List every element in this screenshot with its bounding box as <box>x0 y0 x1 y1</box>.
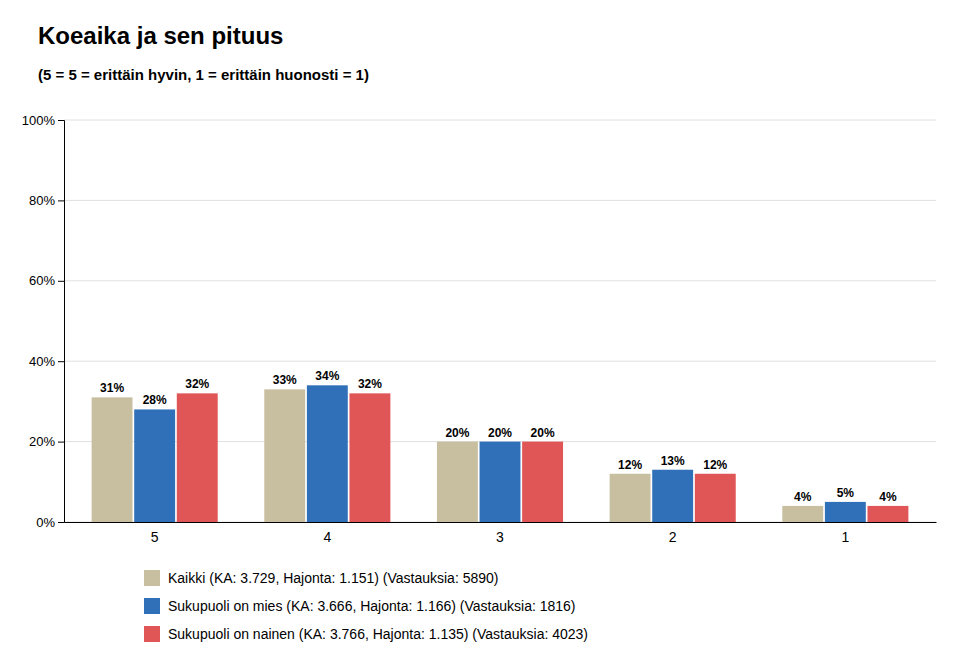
data-label: 33% <box>273 373 297 387</box>
bar <box>867 506 908 522</box>
y-tick: 60% <box>29 273 64 288</box>
y-tick: 80% <box>29 193 64 208</box>
x-axis-line <box>65 522 937 523</box>
bar <box>307 385 348 522</box>
legend-swatch <box>144 598 160 614</box>
x-tick: 2 <box>669 529 677 545</box>
data-label: 4% <box>879 490 897 504</box>
y-tick-mark <box>58 361 64 362</box>
y-tick-mark <box>58 120 64 121</box>
y-tick-label: 20% <box>29 434 55 449</box>
series <box>134 385 866 522</box>
y-tick-mark <box>58 522 64 523</box>
y-tick: 20% <box>29 434 64 449</box>
x-tick: 5 <box>151 529 159 545</box>
bar <box>264 389 305 522</box>
series <box>92 389 824 522</box>
x-tick-label: 1 <box>841 529 849 545</box>
legend-label: Sukupuoli on nainen (KA: 3.766, Hajonta:… <box>168 626 588 642</box>
x-tick-label: 4 <box>323 529 331 545</box>
y-tick-label: 40% <box>29 354 55 369</box>
data-label: 5% <box>837 486 855 500</box>
x-tick: 3 <box>496 529 504 545</box>
grid-line <box>64 280 936 281</box>
bar <box>652 470 693 522</box>
grid <box>64 120 936 522</box>
x-tick: 4 <box>323 529 331 545</box>
y-tick-mark <box>58 281 64 282</box>
bar <box>92 397 133 522</box>
data-label: 28% <box>143 393 167 407</box>
data-label: 32% <box>358 377 382 391</box>
y-tick: 40% <box>29 354 64 369</box>
data-label: 20% <box>531 426 555 440</box>
bar <box>177 393 218 522</box>
data-label: 32% <box>185 377 209 391</box>
grid-line <box>64 120 936 121</box>
legend: Kaikki (KA: 3.729, Hajonta: 1.151) (Vast… <box>144 570 588 642</box>
legend-swatch <box>144 626 160 642</box>
y-tick-mark <box>58 442 64 443</box>
bar <box>610 474 651 522</box>
bar <box>782 506 823 522</box>
series <box>177 393 909 522</box>
x-tick-label: 2 <box>669 529 677 545</box>
bar <box>825 502 866 522</box>
chart: Koeaika ja sen pituus (5 = 5 = erittäin h… <box>0 0 960 666</box>
subtitle: (5 = 5 = erittäin hyvin, 1 = erittäin hu… <box>38 66 369 83</box>
title: Koeaika ja sen pituus <box>38 22 283 49</box>
bar <box>437 442 478 522</box>
x-tick: 1 <box>841 529 849 545</box>
legend-swatch <box>144 570 160 586</box>
legend-item: Kaikki (KA: 3.729, Hajonta: 1.151) (Vast… <box>144 570 498 586</box>
data-label: 12% <box>703 458 727 472</box>
y-tick: 0% <box>36 515 64 530</box>
y-tick-label: 80% <box>29 193 55 208</box>
x-axis: 5 4 3 2 1 <box>65 523 937 545</box>
grid-line <box>64 361 936 362</box>
x-tick-label: 5 <box>151 529 159 545</box>
y-tick: 100% <box>22 113 64 128</box>
bar <box>695 474 736 522</box>
bar <box>522 442 563 522</box>
plot-area: 31%33%20%12%4%28%34%20%13%5%32%32%20%12%… <box>22 113 937 545</box>
grid-line <box>64 200 936 201</box>
y-axis: 0% 20% 40% 60% 80% 100% <box>22 113 65 530</box>
data-label: 4% <box>794 490 812 504</box>
y-tick-mark <box>58 200 64 201</box>
y-tick-label: 100% <box>22 113 56 128</box>
legend-label: Sukupuoli on mies (KA: 3.666, Hajonta: 1… <box>168 598 576 614</box>
y-tick-label: 60% <box>29 273 55 288</box>
bar <box>480 442 521 522</box>
y-tick-label: 0% <box>36 515 55 530</box>
bar <box>134 409 175 522</box>
x-tick-label: 3 <box>496 529 504 545</box>
y-axis-line <box>58 121 65 523</box>
data-label: 34% <box>315 369 339 383</box>
bars <box>92 385 909 522</box>
bar <box>349 393 390 522</box>
data-label: 20% <box>488 426 512 440</box>
data-label: 13% <box>661 454 685 468</box>
legend-item: Sukupuoli on mies (KA: 3.666, Hajonta: 1… <box>144 598 576 614</box>
data-label: 12% <box>618 458 642 472</box>
data-label: 31% <box>100 381 124 395</box>
data-label: 20% <box>445 426 469 440</box>
legend-label: Kaikki (KA: 3.729, Hajonta: 1.151) (Vast… <box>168 570 498 586</box>
data-labels: 31% 33% 20% 12% 4% 28% 34% 20% 13% 5% 32% 32% 20% 12%… <box>100 369 897 504</box>
legend-item: Sukupuoli on nainen (KA: 3.766, Hajonta:… <box>144 626 588 642</box>
